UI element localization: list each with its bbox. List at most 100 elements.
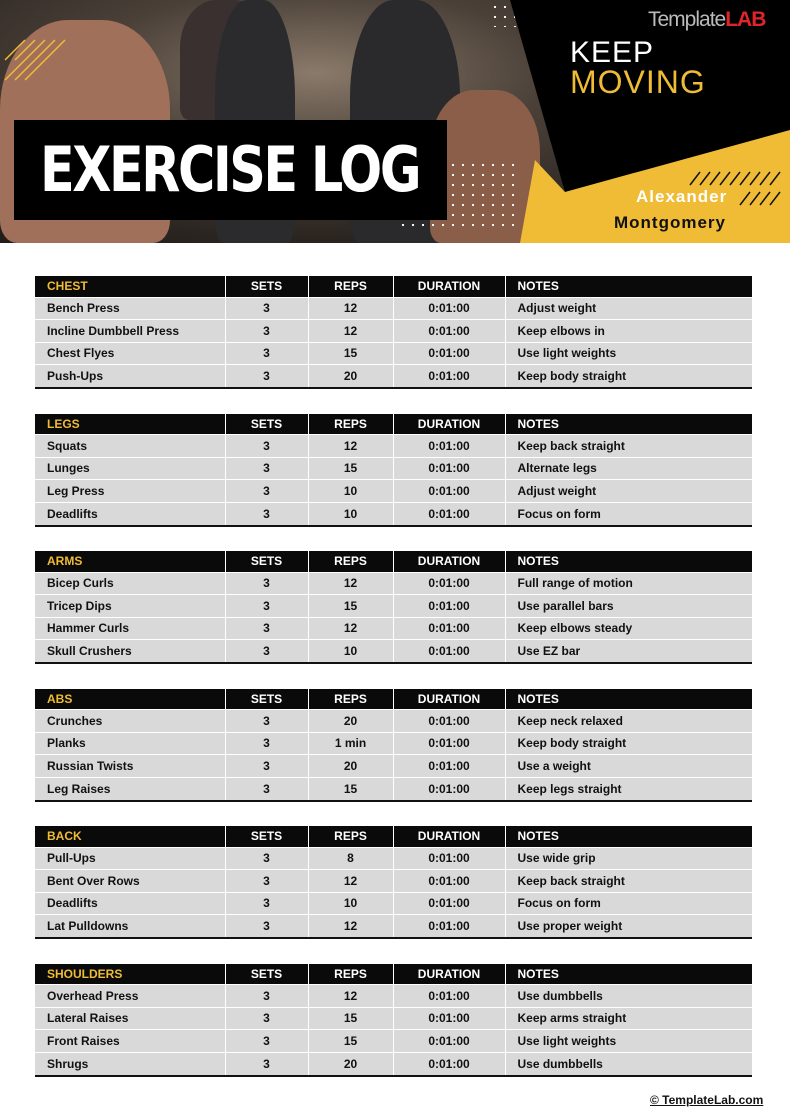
- table-cell: Bench Press: [35, 296, 225, 320]
- table-cell: Leg Press: [35, 479, 225, 502]
- exercise-table: SHOULDERS SETS REPS DURATION NOTES Overhead P…: [35, 963, 752, 1075]
- column-header: REPS: [307, 276, 393, 297]
- table-cell: Use dumbbells: [504, 1051, 752, 1075]
- column-header: DURATION: [392, 688, 505, 710]
- table-cell: 0:01:00: [392, 1006, 505, 1030]
- table-cell: Use parallel bars: [504, 594, 752, 617]
- header-banner: EXERCISE LOG TemplateLAB KEEP MOVING Ale…: [0, 0, 790, 243]
- table-row: Incline Dumbbell Press 3 12 0:01:00 Keep elb…: [35, 319, 752, 342]
- table-cell: 0:01:00: [392, 479, 505, 502]
- column-header: SETS: [224, 963, 308, 985]
- table-cell: 3: [224, 731, 308, 755]
- table-cell: 0:01:00: [392, 456, 505, 480]
- table-cell: 3: [224, 984, 308, 1007]
- table-cell: Keep back straight: [504, 434, 752, 457]
- table-cell: 10: [307, 891, 393, 915]
- section-back: BACK SETS REPS DURATION NOTES Pull-Ups 3 8 0:01:…: [35, 826, 752, 939]
- table-cell: 0:01:00: [392, 434, 505, 457]
- table-row: Bent Over Rows 3 12 0:01:00 Keep back straig…: [35, 869, 752, 892]
- table-cell: 20: [307, 1051, 393, 1075]
- column-header: REPS: [307, 688, 393, 710]
- table-cell: Lunges: [35, 456, 225, 480]
- column-header: DURATION: [392, 413, 505, 435]
- table-row: Overhead Press 3 12 0:01:00 Use dumbbells: [35, 984, 752, 1007]
- section-title: SHOULDERS: [35, 963, 225, 985]
- table-cell: Squats: [35, 434, 225, 457]
- table-row: Deadlifts 3 10 0:01:00 Focus on form: [35, 501, 752, 525]
- table-header: ABS SETS REPS DURATION NOTES: [35, 688, 752, 710]
- table-cell: 3: [224, 869, 308, 892]
- table-cell: 0:01:00: [392, 869, 505, 892]
- exercise-table: LEGS SETS REPS DURATION NOTES Squats 3 12 0:01:0…: [35, 413, 752, 525]
- column-header: SETS: [224, 413, 308, 435]
- table-row: Chest Flyes 3 15 0:01:00 Use light weights: [35, 341, 752, 365]
- column-header: DURATION: [392, 826, 505, 847]
- table-cell: 15: [307, 594, 393, 617]
- table-cell: 10: [307, 639, 393, 662]
- table-cell: Keep body straight: [504, 731, 752, 755]
- table-cell: Planks: [35, 731, 225, 755]
- table-cell: 3: [224, 434, 308, 457]
- table-cell: 12: [307, 319, 393, 342]
- table-row: Skull Crushers 3 10 0:01:00 Use EZ bar: [35, 639, 752, 662]
- column-header: REPS: [307, 826, 393, 847]
- column-header: NOTES: [504, 551, 752, 572]
- column-header: NOTES: [504, 276, 752, 297]
- table-cell: 15: [307, 456, 393, 480]
- table-cell: Front Raises: [35, 1029, 225, 1052]
- column-header: NOTES: [504, 413, 752, 435]
- table-cell: 3: [224, 571, 308, 595]
- table-cell: 0:01:00: [392, 846, 505, 870]
- table-cell: Use a weight: [504, 754, 752, 777]
- table-cell: 12: [307, 571, 393, 595]
- table-cell: 3: [224, 456, 308, 480]
- table-cell: 3: [224, 639, 308, 662]
- table-cell: 8: [307, 846, 393, 870]
- table-cell: Use light weights: [504, 341, 752, 365]
- copyright-link[interactable]: © TemplateLab.com: [650, 1093, 764, 1107]
- table-row: Crunches 3 20 0:01:00 Keep neck relaxed: [35, 709, 752, 732]
- table-cell: Keep arms straight: [504, 1006, 752, 1030]
- column-header: DURATION: [392, 963, 505, 985]
- column-header: NOTES: [504, 688, 752, 710]
- table-cell: Use dumbbells: [504, 984, 752, 1007]
- table-cell: Hammer Curls: [35, 616, 225, 640]
- table-cell: 0:01:00: [392, 594, 505, 617]
- table-cell: Deadlifts: [35, 501, 225, 525]
- title-box: [14, 120, 447, 220]
- section-chest: CHEST SETS REPS DURATION NOTES Bench Press 3 12…: [35, 276, 752, 389]
- table-cell: Full range of motion: [504, 571, 752, 595]
- table-cell: 10: [307, 501, 393, 525]
- slogan-line1: KEEP: [570, 36, 655, 69]
- table-cell: Russian Twists: [35, 754, 225, 777]
- table-cell: Use wide grip: [504, 846, 752, 870]
- column-header: NOTES: [504, 963, 752, 985]
- table-cell: Lat Pulldowns: [35, 914, 225, 937]
- table-header: BACK SETS REPS DURATION NOTES: [35, 826, 752, 847]
- table-cell: 3: [224, 319, 308, 342]
- table-cell: 0:01:00: [392, 754, 505, 777]
- table-header: SHOULDERS SETS REPS DURATION NOTES: [35, 963, 752, 985]
- table-row: Bench Press 3 12 0:01:00 Adjust weight: [35, 296, 752, 320]
- table-cell: 15: [307, 1029, 393, 1052]
- table-cell: Adjust weight: [504, 479, 752, 502]
- table-cell: 15: [307, 341, 393, 365]
- table-cell: 0:01:00: [392, 501, 505, 525]
- section-title: CHEST: [35, 276, 225, 297]
- table-cell: 20: [307, 364, 393, 387]
- table-row: Planks 3 1 min 0:01:00 Keep body straight: [35, 731, 752, 755]
- table-cell: Overhead Press: [35, 984, 225, 1007]
- table-cell: 20: [307, 709, 393, 732]
- table-cell: Keep elbows steady: [504, 616, 752, 640]
- section-arms: ARMS SETS REPS DURATION NOTES Bicep Curls 3 12 0…: [35, 551, 752, 664]
- table-cell: 3: [224, 754, 308, 777]
- table-cell: Adjust weight: [504, 296, 752, 320]
- table-cell: 3: [224, 1006, 308, 1030]
- exercise-table: ABS SETS REPS DURATION NOTES Crunches 3 20 0:01:…: [35, 688, 752, 800]
- table-cell: 0:01:00: [392, 296, 505, 320]
- column-header: DURATION: [392, 276, 505, 297]
- table-cell: 0:01:00: [392, 639, 505, 662]
- table-cell: 0:01:00: [392, 731, 505, 755]
- exercise-table: ARMS SETS REPS DURATION NOTES Bicep Curls 3 12 0…: [35, 551, 752, 662]
- table-cell: 0:01:00: [392, 364, 505, 387]
